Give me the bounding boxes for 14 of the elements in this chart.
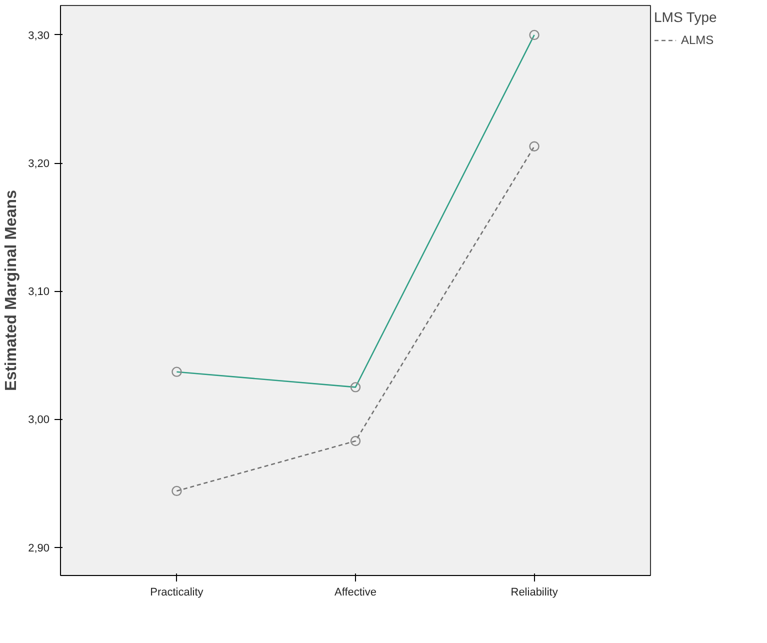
y-axis-title: Estimated Marginal Means: [3, 190, 20, 391]
x-tick-label: Practicality: [150, 586, 204, 598]
y-tick-label: 2,90: [28, 542, 50, 554]
y-tick-label: 3,10: [28, 286, 50, 298]
legend-title: LMS Type: [654, 9, 717, 25]
x-tick-label: Reliability: [510, 586, 558, 598]
point: [172, 486, 182, 496]
y-tick-label: 3,20: [28, 158, 50, 170]
x-tick-label: Affective: [334, 586, 377, 598]
point: [529, 141, 540, 152]
y-tick-label: 3,00: [28, 414, 50, 426]
y-tick-label: 3,30: [28, 30, 50, 42]
legend-label: ALMS: [681, 33, 714, 47]
point: [350, 436, 361, 446]
